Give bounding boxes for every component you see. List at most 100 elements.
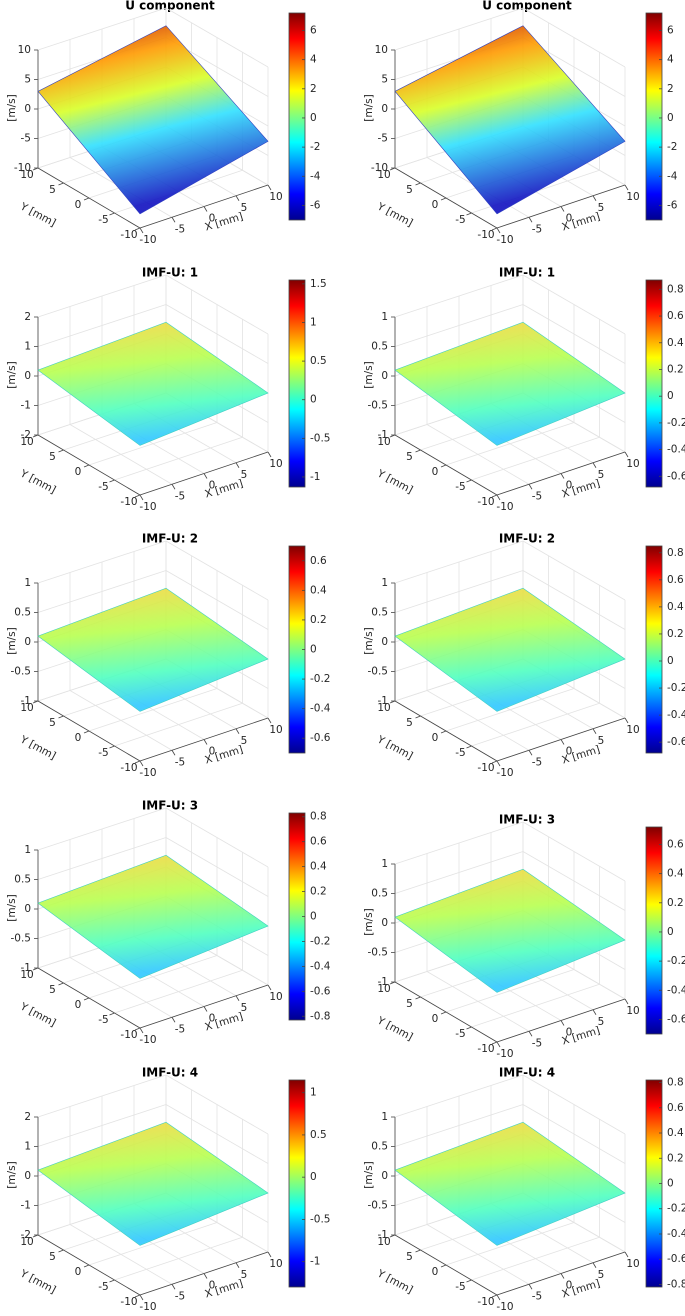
x-tick: [267, 717, 272, 724]
y-tick: [491, 227, 498, 231]
axis-line: [496, 998, 626, 1043]
y-tick-label: 10: [377, 436, 390, 448]
y-axis-label: Y [mm]: [17, 467, 57, 496]
colorbar-tick-label: -0.8: [667, 1278, 685, 1290]
y-axis-label: Y [mm]: [374, 200, 414, 229]
surface: [394, 25, 626, 215]
colorbar-tick-label: 0.4: [310, 584, 327, 596]
colorbar-tick-label: 0: [310, 911, 317, 923]
z-tick-label: -5: [21, 133, 31, 145]
panel: IMF-U: 3 -1 -0.5 0 0.5 1 -10 -5 0 5 10 10 5 0 -5 -10 [m/…: [363, 813, 685, 1061]
y-tick: [134, 1027, 141, 1031]
y-tick-label: 5: [406, 1251, 413, 1263]
x-tick-label: 0: [566, 1280, 573, 1292]
panel: IMF-U: 3 -1 -0.5 0 0.5 1 -10 -5 0 5 10 10 5 0 -5 -10 [m/…: [6, 799, 331, 1047]
x-tick-label: 0: [209, 213, 216, 225]
axis-line: [496, 717, 626, 762]
x-tick: [528, 1284, 533, 1290]
y-tick-label: 10: [20, 702, 33, 714]
x-tick: [235, 728, 240, 734]
grid-line: [471, 436, 600, 481]
grid-line: [114, 702, 243, 747]
axis-line: [139, 1251, 269, 1296]
z-axis-label: [m/s]: [363, 908, 375, 935]
axis-line: [496, 1251, 626, 1296]
y-tick: [466, 212, 472, 216]
x-tick: [624, 717, 629, 724]
y-tick-label: 0: [432, 1266, 439, 1278]
colorbar-tick-label: -0.6: [667, 1013, 685, 1025]
x-tick: [139, 227, 144, 234]
z-tick-label: -1: [21, 400, 31, 412]
y-tick: [32, 167, 39, 171]
grid-line: [88, 422, 218, 466]
x-tick-label: 10: [269, 458, 282, 470]
z-axis-label: [m/s]: [6, 894, 18, 921]
surface: [394, 321, 626, 446]
y-tick: [58, 715, 64, 719]
y-tick: [109, 1279, 115, 1283]
grid-line: [445, 688, 575, 732]
colorbar-tick-label: -4: [310, 170, 321, 182]
colorbar-tick-label: 0: [667, 1178, 674, 1190]
colorbar-tick-label: 0.4: [667, 868, 684, 880]
axis-line: [394, 167, 498, 229]
y-tick-label: -10: [477, 1296, 494, 1308]
axis-line: [394, 700, 498, 762]
z-tick-label: 0.5: [371, 888, 388, 900]
z-tick-label: -1: [21, 695, 31, 707]
z-tick-label: -0.5: [368, 947, 389, 959]
x-tick: [624, 998, 629, 1005]
x-tick: [203, 206, 208, 212]
z-tick-label: 1: [381, 577, 388, 589]
x-tick: [560, 1273, 565, 1279]
x-tick-label: -5: [532, 490, 542, 502]
y-tick: [389, 167, 396, 171]
colorbar-tick-label: 0.4: [667, 337, 684, 349]
y-tick-label: -5: [455, 1281, 465, 1293]
x-tick-label: -5: [532, 223, 542, 235]
y-tick: [389, 1234, 396, 1238]
colorbar-tick-label: 1: [310, 1087, 317, 1099]
z-tick-label: -10: [14, 162, 31, 174]
panel: IMF-U: 4 -1 -0.5 0 0.5 1 -10 -5 0 5 10 10 5 0 -5 -10 [m/…: [363, 1066, 685, 1314]
colorbar-tick-label: 0.2: [667, 628, 684, 640]
y-tick: [389, 981, 396, 985]
y-tick-label: 10: [377, 169, 390, 181]
x-tick-label: 0: [566, 213, 573, 225]
z-tick-label: 0.5: [371, 341, 388, 353]
y-tick-label: -10: [477, 762, 494, 774]
y-tick-label: 10: [377, 702, 390, 714]
x-tick-label: 0: [566, 1027, 573, 1039]
y-tick-label: -5: [455, 1028, 465, 1040]
z-tick-label: 0: [24, 103, 31, 115]
z-tick-label: 0: [381, 636, 388, 648]
colorbar-tick-label: 4: [667, 54, 674, 66]
y-axis-label: Y [mm]: [374, 733, 414, 762]
x-tick: [171, 484, 176, 490]
x-tick: [203, 1273, 208, 1279]
x-tick: [624, 451, 629, 458]
colorbar-tick-label: 6: [667, 24, 674, 36]
y-tick-label: -10: [120, 762, 137, 774]
x-tick-label: 10: [269, 191, 282, 203]
x-tick-label: 5: [241, 469, 248, 481]
x-tick-label: 10: [626, 724, 639, 736]
z-tick-label: -0.5: [368, 666, 389, 678]
y-tick: [491, 760, 498, 764]
panel: IMF-U: 1-2-1012-10-505101050-5-10[m/s]Y …: [6, 266, 331, 514]
y-tick-label: -5: [98, 481, 108, 493]
y-tick: [109, 1012, 115, 1016]
x-tick-label: -10: [496, 501, 513, 513]
colorbar-tick-label: -6: [667, 199, 678, 211]
y-tick: [58, 449, 64, 453]
axis-line: [37, 967, 141, 1029]
panel: IMF-U: 4-2-1012-10-505101050-5-10[m/s]Y …: [6, 1066, 331, 1314]
x-tick-label: 5: [241, 1269, 248, 1281]
x-tick-label: -10: [496, 767, 513, 779]
colorbar-tick-label: -0.2: [667, 682, 685, 694]
colorbar-tick-label: 1: [310, 316, 317, 328]
colorbar-tick-label: -0.4: [310, 960, 331, 972]
colorbar-tick-label: 0.2: [667, 1152, 684, 1164]
